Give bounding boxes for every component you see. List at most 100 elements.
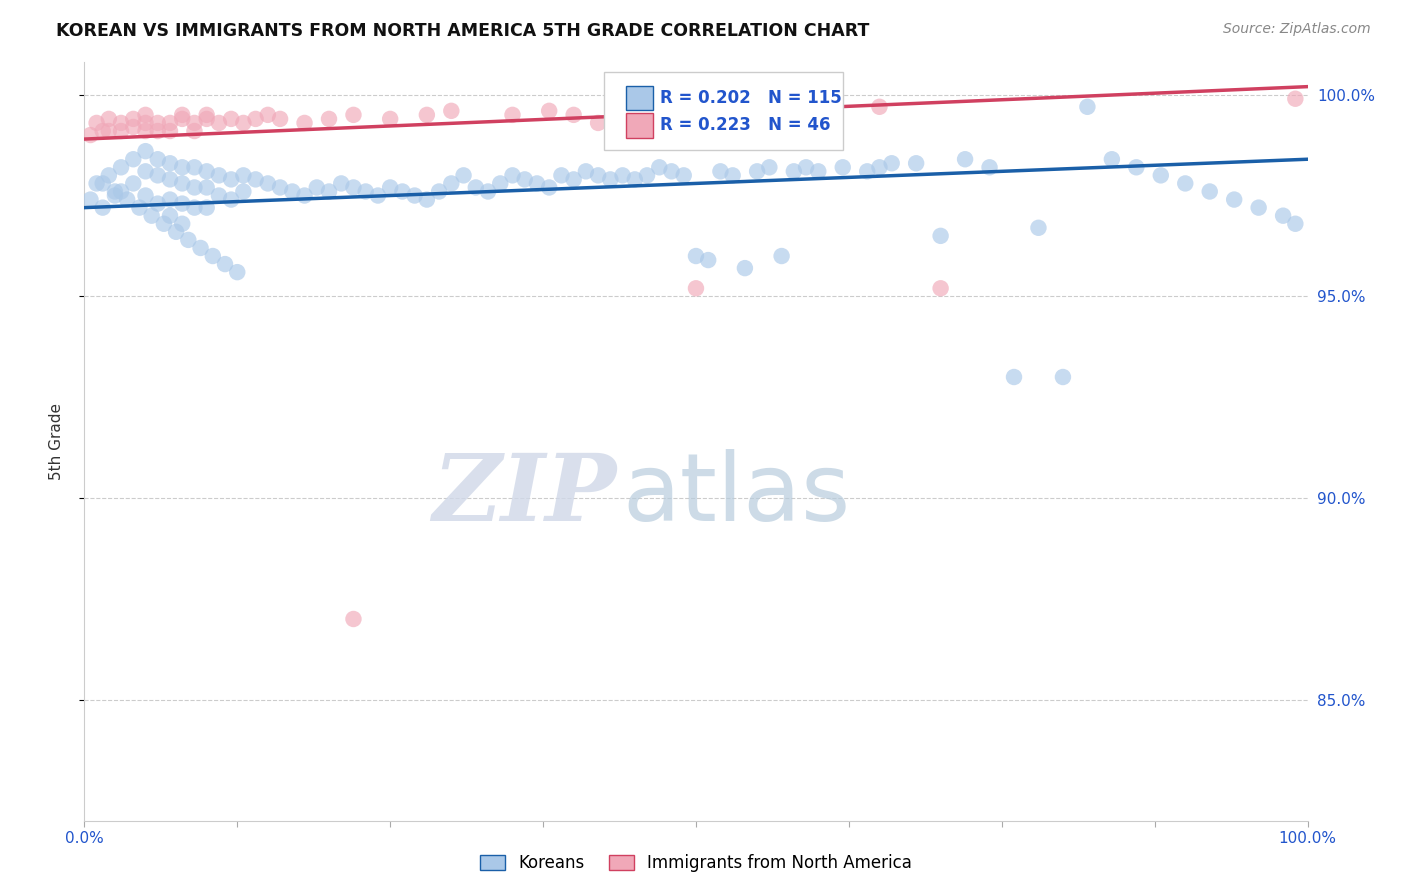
Point (159, 193, 181, 207)
Point (183, 180, 205, 194)
Point (208, 169, 231, 183)
Point (880, 156, 903, 170)
Legend: Koreans, Immigrants from North America: Koreans, Immigrants from North America (471, 846, 921, 880)
Point (141, 209, 163, 223)
Bar (626, 113, 654, 137)
Point (153, 217, 176, 231)
Text: R = 0.223   N = 46: R = 0.223 N = 46 (661, 116, 831, 135)
Point (734, 261, 756, 276)
Point (135, 116, 157, 130)
Point (104, 188, 127, 202)
Point (232, 116, 254, 130)
Point (146, 196, 169, 211)
Text: R = 0.202   N = 115: R = 0.202 N = 115 (661, 89, 842, 107)
Point (550, 169, 572, 183)
Point (183, 161, 205, 175)
Point (195, 108, 218, 122)
Point (747, 164, 769, 178)
Point (219, 172, 242, 186)
Point (159, 124, 181, 138)
Point (464, 180, 486, 194)
Point (856, 164, 879, 178)
Point (159, 116, 181, 130)
Point (794, 161, 817, 175)
Point (122, 120, 145, 134)
Point (575, 164, 598, 178)
Point (183, 124, 205, 138)
Point (489, 177, 512, 191)
Point (330, 177, 353, 191)
Point (214, 257, 236, 271)
Point (929, 228, 952, 243)
Point (135, 124, 157, 138)
Point (159, 172, 181, 186)
Point (146, 124, 169, 138)
Point (135, 144, 157, 158)
Point (172, 161, 194, 175)
Point (135, 164, 157, 178)
Point (648, 161, 671, 175)
Point (183, 201, 205, 215)
Point (1198, 185, 1220, 199)
Point (115, 193, 138, 207)
Point (86, 116, 108, 130)
Point (747, 108, 769, 122)
Point (110, 185, 132, 199)
Point (97, 169, 120, 183)
Point (929, 281, 952, 295)
Point (146, 169, 169, 183)
Point (294, 116, 316, 130)
Point (416, 108, 439, 122)
Point (440, 177, 463, 191)
Point (318, 112, 340, 126)
Text: ZIP: ZIP (432, 450, 616, 540)
Bar (626, 86, 654, 111)
Point (624, 172, 647, 186)
Point (770, 249, 793, 263)
Point (201, 249, 224, 263)
Point (104, 185, 127, 199)
Point (245, 172, 267, 186)
Point (97, 112, 120, 126)
Point (586, 169, 609, 183)
Point (440, 103, 463, 118)
Point (831, 161, 853, 175)
Point (183, 116, 205, 130)
Point (709, 164, 731, 178)
Point (869, 100, 891, 114)
Point (380, 180, 402, 194)
Point (195, 201, 218, 215)
Point (165, 225, 187, 239)
Point (128, 201, 150, 215)
Point (599, 172, 621, 186)
Point (172, 108, 194, 122)
Point (612, 169, 634, 183)
Point (758, 161, 780, 175)
Point (110, 116, 132, 130)
Point (513, 172, 536, 186)
Point (91, 124, 114, 138)
Text: atlas: atlas (623, 449, 851, 541)
Point (135, 188, 157, 202)
Point (232, 169, 254, 183)
Point (905, 156, 928, 170)
Point (91, 201, 114, 215)
Text: Source: ZipAtlas.com: Source: ZipAtlas.com (1223, 22, 1371, 37)
Point (146, 153, 169, 167)
Point (697, 253, 720, 268)
Point (257, 177, 280, 191)
Point (135, 108, 157, 122)
Point (1223, 193, 1246, 207)
Point (122, 112, 145, 126)
Point (342, 180, 364, 194)
Point (172, 196, 194, 211)
Point (953, 153, 976, 167)
Point (502, 108, 524, 122)
Point (380, 112, 402, 126)
Point (416, 193, 439, 207)
Point (91, 177, 114, 191)
Point (79, 128, 101, 142)
Point (453, 169, 475, 183)
Point (721, 169, 744, 183)
Point (110, 161, 132, 175)
